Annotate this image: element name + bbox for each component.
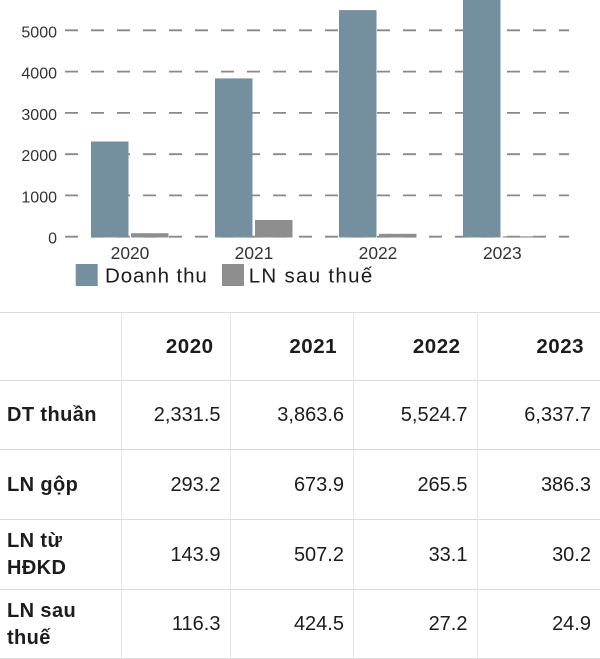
svg-text:0: 0 xyxy=(48,231,57,248)
svg-text:2000: 2000 xyxy=(21,148,57,165)
svg-text:4000: 4000 xyxy=(21,66,57,83)
svg-text:2023: 2023 xyxy=(483,243,522,263)
svg-text:5000: 5000 xyxy=(21,24,57,41)
svg-text:1000: 1000 xyxy=(21,189,57,206)
svg-text:LN sau thuế: LN sau thuế xyxy=(249,265,374,288)
svg-text:2021: 2021 xyxy=(235,243,274,263)
svg-text:2020: 2020 xyxy=(111,243,150,263)
svg-text:2022: 2022 xyxy=(359,243,398,263)
svg-text:Doanh thu: Doanh thu xyxy=(105,265,208,288)
svg-text:3000: 3000 xyxy=(21,107,57,124)
